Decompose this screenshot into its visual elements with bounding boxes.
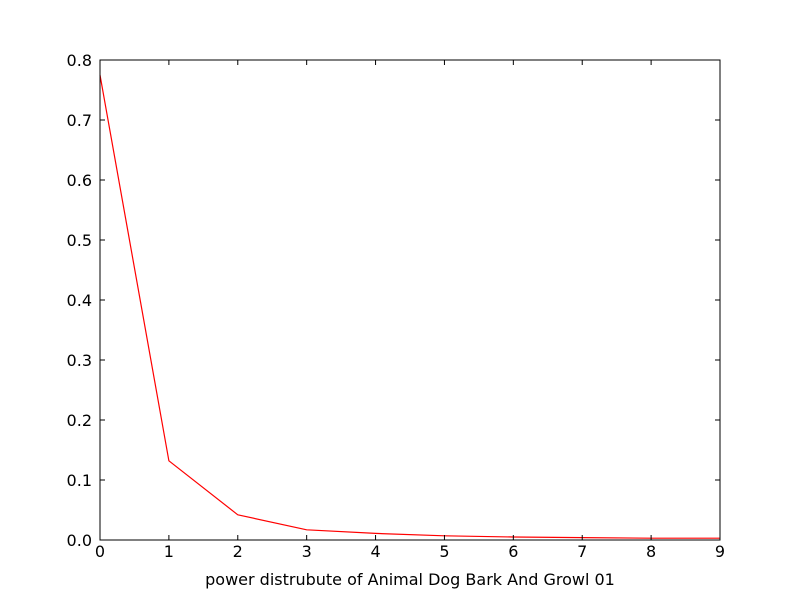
y-tick-label: 0.4 [67, 291, 92, 310]
x-tick-label: 1 [164, 542, 174, 561]
y-tick-label: 0.0 [67, 531, 92, 550]
y-tick-label: 0.1 [67, 471, 92, 490]
y-tick-label: 0.2 [67, 411, 92, 430]
x-tick-label: 5 [439, 542, 449, 561]
y-tick-label: 0.8 [67, 51, 92, 70]
y-tick-label: 0.7 [67, 111, 92, 130]
axis-ticks: 0 1 2 3 4 5 6 7 8 9 0.0 0.1 0.2 0.3 0.4 0.5 0.6 0.7 0.8 [67, 51, 726, 561]
series-line [99, 74, 720, 539]
plot-frame [99, 59, 721, 541]
y-tick-label: 0.6 [67, 171, 92, 190]
x-tick-label: 0 [95, 542, 105, 561]
x-tick-label: 3 [302, 542, 312, 561]
y-tick-label: 0.3 [67, 351, 92, 370]
x-tick-label: 6 [508, 542, 518, 561]
y-tick-label: 0.5 [67, 231, 92, 250]
plot-area [99, 74, 720, 539]
x-tick-label: 4 [370, 542, 380, 561]
x-tick-label: 2 [233, 542, 243, 561]
x-tick-label: 8 [646, 542, 656, 561]
x-tick-label: 7 [577, 542, 587, 561]
x-axis-label: power distrubute of Animal Dog Bark And … [205, 570, 615, 589]
x-tick-label: 9 [715, 542, 725, 561]
